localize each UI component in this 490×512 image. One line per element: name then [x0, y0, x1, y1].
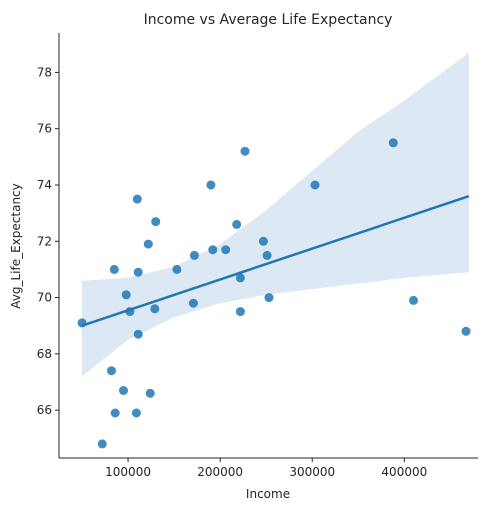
chart-title: Income vs Average Life Expectancy: [144, 12, 393, 28]
data-point: [133, 329, 143, 339]
x-axis-label: Income: [246, 487, 290, 501]
data-point: [188, 298, 198, 308]
data-point: [77, 318, 87, 328]
data-point: [235, 307, 245, 317]
regression-line: [81, 195, 470, 327]
data-point: [131, 408, 141, 418]
data-point: [133, 267, 143, 277]
data-point: [235, 273, 245, 283]
plot-area: [77, 52, 471, 449]
y-axis-ticks: 66 68 70 72 74 76 78: [37, 65, 59, 417]
data-point: [119, 386, 128, 395]
data-point: [143, 239, 153, 249]
data-point: [206, 180, 216, 190]
data-point: [461, 326, 471, 336]
x-tick-label: 400000: [381, 465, 427, 479]
data-point: [145, 388, 155, 398]
data-point: [172, 264, 182, 274]
data-point: [264, 293, 274, 303]
data-point: [258, 236, 268, 246]
y-tick-label: 70: [37, 291, 52, 305]
y-tick-label: 72: [37, 234, 52, 248]
x-tick-label: 300000: [289, 465, 335, 479]
data-point: [221, 245, 231, 255]
x-axis-ticks: 100000 200000 300000 400000: [105, 458, 427, 479]
data-point: [388, 138, 398, 148]
data-point: [232, 219, 242, 229]
data-point: [121, 290, 131, 300]
y-tick-label: 68: [37, 347, 52, 361]
data-point: [151, 217, 161, 227]
y-tick-label: 78: [37, 65, 52, 79]
y-tick-label: 66: [37, 403, 52, 417]
data-point: [310, 180, 320, 190]
y-tick-label: 74: [37, 178, 52, 192]
data-point: [409, 295, 418, 305]
data-point: [97, 439, 107, 449]
data-point: [262, 250, 272, 260]
data-point: [110, 408, 120, 418]
confidence-band: [82, 52, 469, 377]
y-tick-label: 76: [37, 122, 52, 136]
x-tick-label: 200000: [197, 465, 243, 479]
y-axis-label: Avg_Life_Expectancy: [9, 183, 23, 309]
data-point: [150, 304, 160, 314]
data-point: [240, 146, 250, 156]
data-point: [208, 245, 218, 255]
data-point: [132, 194, 142, 204]
data-point: [189, 250, 199, 260]
data-point: [107, 366, 116, 376]
x-tick-label: 100000: [105, 465, 151, 479]
data-point: [109, 264, 119, 274]
